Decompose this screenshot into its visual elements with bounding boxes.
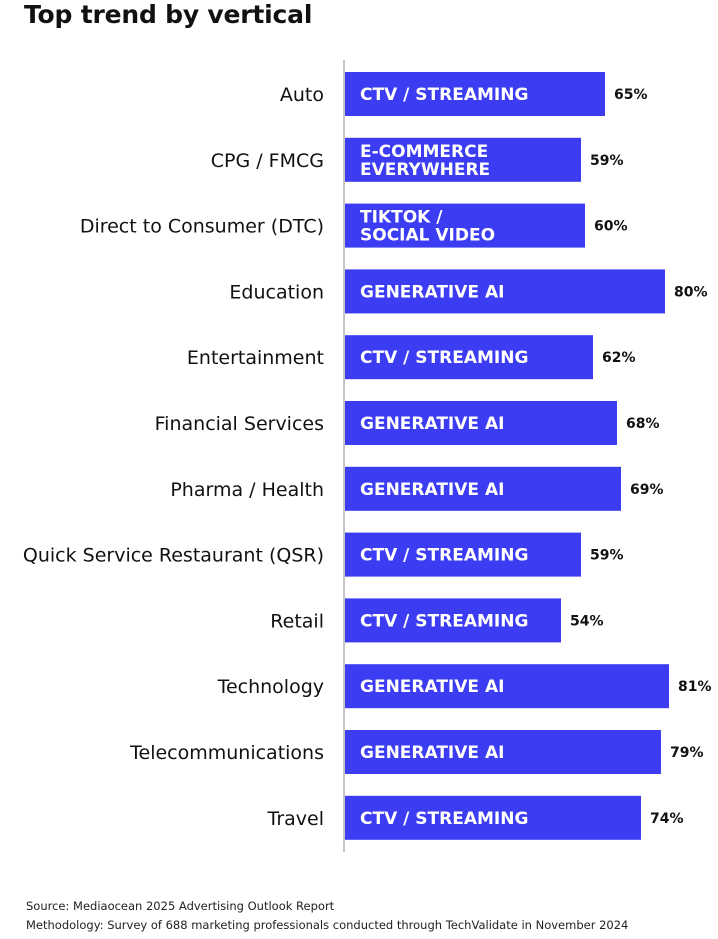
bar (345, 335, 593, 380)
bar (345, 269, 665, 314)
category-label: Entertainment (187, 347, 324, 369)
value-label: 68% (626, 416, 660, 432)
bar-trend-label: EVERYWHERE (360, 160, 490, 180)
category-label: Telecommunications (129, 742, 324, 764)
value-label: 65% (614, 87, 648, 103)
bar-trend-label: CTV / STREAMING (360, 809, 528, 829)
category-label: Retail (270, 610, 324, 632)
bar (345, 730, 661, 774)
category-label: Technology (217, 676, 324, 698)
bar (345, 137, 581, 182)
bar (345, 795, 641, 840)
bar-trend-label: E-COMMERCE (360, 142, 488, 162)
category-label: Travel (267, 808, 324, 830)
bar (345, 72, 605, 116)
bar-trend-label: CTV / STREAMING (360, 546, 528, 566)
bar-trend-label: SOCIAL VIDEO (360, 226, 495, 246)
value-label: 54% (570, 613, 604, 629)
bar (345, 466, 621, 511)
bar-trend-label: CTV / STREAMING (360, 85, 528, 105)
category-label: CPG / FMCG (211, 150, 324, 172)
category-label: Education (229, 281, 324, 303)
value-label: 81% (678, 679, 712, 695)
bar-trend-label: GENERATIVE AI (360, 282, 504, 302)
value-label: 62% (602, 350, 636, 366)
bar-trend-label: TIKTOK / (360, 208, 443, 228)
value-label: 69% (630, 482, 664, 498)
category-label: Pharma / Health (170, 479, 324, 501)
source-note: Source: Mediaocean 2025 Advertising Outl… (26, 899, 335, 913)
bar-trend-label: GENERATIVE AI (360, 743, 504, 763)
bar-trend-label: GENERATIVE AI (360, 677, 504, 697)
value-label: 79% (670, 745, 704, 761)
bar-chart: Auto CTV / STREAMING 65% CPG / FMCG E-COMMER… (23, 60, 712, 852)
chart-title: Top trend by vertical (24, 0, 313, 29)
category-label: Financial Services (155, 413, 324, 435)
bar (345, 664, 669, 709)
value-label: 80% (674, 284, 708, 300)
bar (345, 203, 585, 248)
value-label: 60% (594, 219, 628, 235)
category-label: Quick Service Restaurant (QSR) (23, 545, 324, 567)
bar (345, 598, 561, 643)
bar-trend-label: CTV / STREAMING (360, 611, 528, 631)
value-label: 59% (590, 153, 624, 169)
methodology-note: Methodology: Survey of 688 marketing pro… (26, 918, 629, 932)
category-label: Auto (280, 84, 324, 106)
value-label: 74% (650, 811, 684, 827)
value-label: 59% (590, 548, 624, 564)
category-label: Direct to Consumer (DTC) (80, 216, 324, 238)
bar-trend-label: GENERATIVE AI (360, 480, 504, 500)
bar-trend-label: CTV / STREAMING (360, 348, 528, 368)
bar-trend-label: GENERATIVE AI (360, 414, 504, 434)
bar (345, 532, 581, 577)
bar (345, 401, 617, 445)
